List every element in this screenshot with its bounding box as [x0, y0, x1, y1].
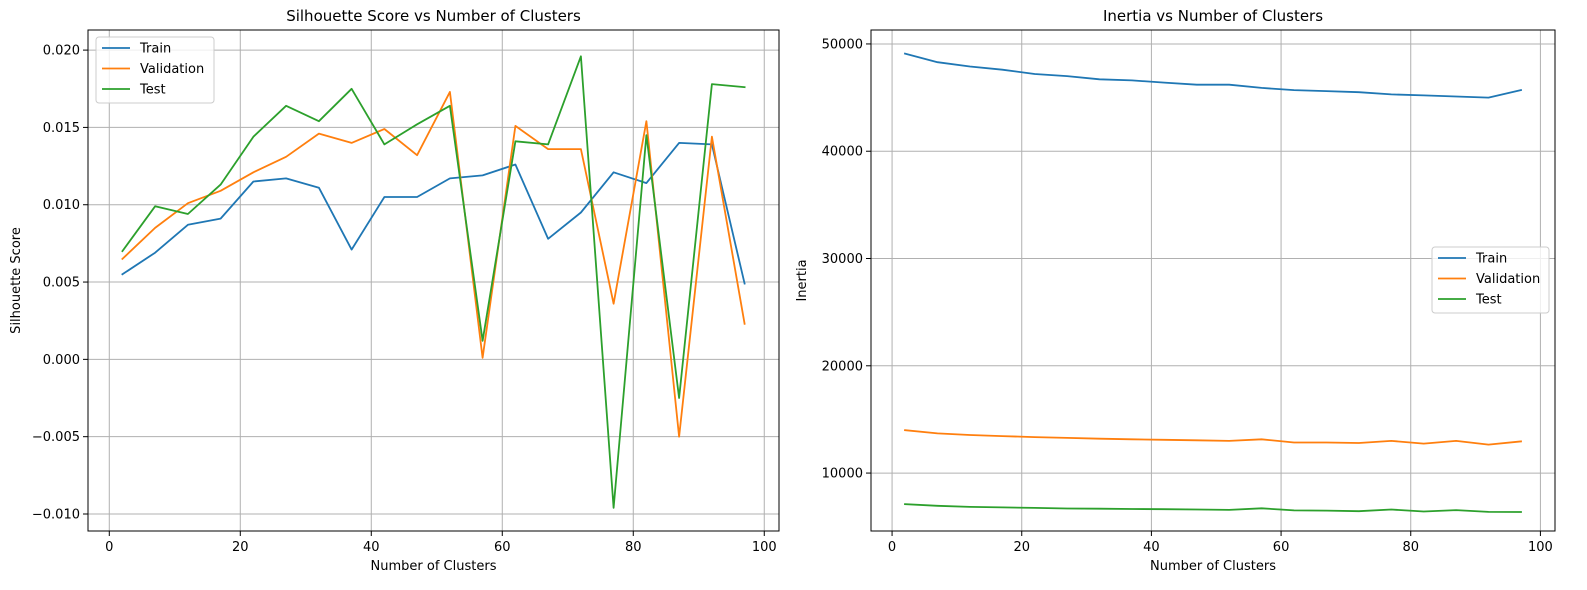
x-tick-label: 100	[1528, 540, 1553, 555]
x-tick-label: 20	[1013, 540, 1030, 555]
legend-label: Validation	[140, 62, 204, 77]
series-line-test	[121, 55, 746, 509]
y-tick-label: 0.000	[43, 353, 80, 368]
y-axis-ticks: 10000 20000 30000 40000 50000	[822, 37, 871, 482]
inertia-chart: Inertia vs Number of Clusters 0 20 40 60 80 1…	[795, 7, 1556, 574]
y-tick-label: 0.020	[43, 44, 80, 59]
x-axis-label: Number of Clusters	[371, 559, 497, 574]
y-axis-ticks: −0.010 −0.005 0.000 0.005 0.010 0.015 0.020	[32, 44, 88, 522]
grid	[871, 30, 1555, 531]
y-axis-label: Inertia	[795, 259, 810, 301]
y-tick-label: 30000	[822, 252, 863, 267]
y-tick-label: 50000	[822, 37, 863, 52]
x-tick-label: 100	[752, 540, 777, 555]
legend-label: Validation	[1476, 272, 1540, 287]
y-tick-label: 0.005	[43, 276, 80, 291]
y-tick-label: 20000	[822, 359, 863, 374]
x-axis-ticks: 0 20 40 60 80 100	[888, 531, 1553, 555]
chart-title: Inertia vs Number of Clusters	[1103, 7, 1323, 25]
legend: Train Validation Test	[95, 36, 215, 104]
series-lines	[121, 55, 746, 509]
x-tick-label: 0	[888, 540, 896, 555]
legend-label: Train	[1475, 252, 1507, 267]
grid	[88, 30, 779, 531]
legend-label: Test	[1475, 293, 1502, 308]
series-lines	[903, 52, 1523, 513]
series-line-test	[904, 503, 1522, 513]
y-tick-label: 0.015	[43, 121, 80, 136]
series-line-train	[121, 141, 746, 285]
x-axis-label: Number of Clusters	[1150, 559, 1276, 574]
legend: Train Validation Test	[1431, 246, 1550, 314]
x-tick-label: 20	[232, 540, 249, 555]
x-tick-label: 0	[105, 540, 113, 555]
x-tick-label: 40	[363, 540, 380, 555]
x-axis-ticks: 0 20 40 60 80 100	[105, 531, 777, 555]
legend-label: Train	[139, 42, 171, 57]
legend-box	[95, 36, 215, 104]
y-tick-label: 10000	[822, 467, 863, 482]
x-tick-label: 60	[494, 540, 511, 555]
plot-frame	[87, 29, 780, 532]
series-line-validation	[121, 91, 746, 438]
y-tick-label: 0.010	[43, 198, 80, 213]
x-tick-label: 80	[625, 540, 642, 555]
silhouette-chart: Silhouette Score vs Number of Clusters 0…	[9, 7, 780, 574]
series-line-validation	[904, 429, 1522, 446]
y-tick-label: 40000	[822, 145, 863, 160]
x-tick-label: 60	[1273, 540, 1290, 555]
plot-frame	[870, 29, 1556, 532]
y-tick-label: −0.010	[32, 507, 80, 522]
y-axis-label: Silhouette Score	[9, 227, 24, 334]
x-tick-label: 40	[1143, 540, 1160, 555]
legend-label: Test	[139, 83, 166, 98]
legend-box	[1431, 246, 1550, 314]
x-tick-label: 80	[1402, 540, 1419, 555]
chart-title: Silhouette Score vs Number of Clusters	[286, 7, 581, 25]
y-tick-label: −0.005	[32, 430, 80, 445]
series-line-train	[903, 52, 1523, 99]
